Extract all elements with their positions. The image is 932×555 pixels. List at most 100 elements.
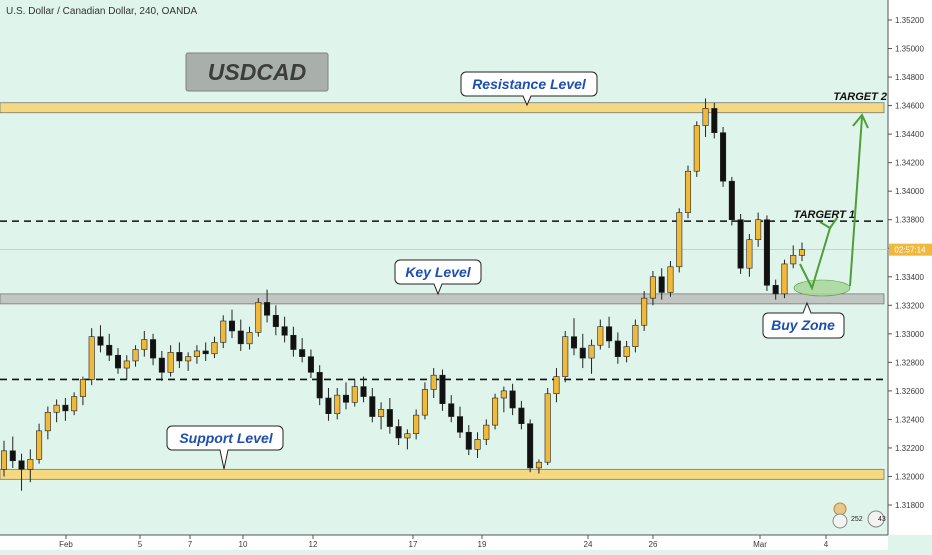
candle-body [728,180,735,221]
candle [237,319,244,351]
candle-body [150,339,157,359]
candle [53,399,60,423]
candle [141,330,148,357]
arrow-path-target1 [799,227,831,291]
candle [114,348,122,374]
candle-body [88,336,95,380]
candle [798,242,806,262]
time-axis[interactable] [0,535,888,550]
comments-icon[interactable] [867,510,885,528]
candle [562,330,569,383]
time-tick-label: 24 [584,540,593,549]
candle-body [614,340,621,357]
candle [641,291,648,331]
price-axis[interactable] [888,0,932,535]
candle-body [395,426,402,439]
price-tick-label: 1.34000 [895,187,924,196]
candle [614,332,621,364]
candle [176,342,183,369]
candle-body [483,424,490,440]
candle-body [439,374,446,405]
candle [228,309,236,339]
candle-body [597,326,604,346]
candle [421,382,428,420]
candle-body [632,324,639,347]
candle [290,326,297,357]
price-tick-label: 1.34600 [895,102,924,111]
candle [325,388,332,421]
candle-body [237,330,244,345]
candle [720,126,727,187]
candle [413,409,420,440]
candle-body [176,352,183,362]
arrow-path-target2 [849,116,863,287]
candle-body [228,320,236,332]
candle-body [456,416,464,433]
candle-body [570,336,578,349]
candle [579,333,586,369]
candle-body [290,334,297,350]
candle [0,440,8,477]
candle [623,340,630,363]
user-avatar-icon[interactable] [832,513,848,529]
buy-zone-callout-label: Buy Zone [771,317,835,333]
title-box: USDCAD [185,52,329,92]
candle-body [255,302,262,333]
candle [535,459,542,474]
candle-body [264,302,271,316]
social-badges[interactable]: 252 43 [832,502,886,529]
candle [597,319,604,350]
current-price-countdown: 02:57:14 [894,246,926,255]
candle [500,386,507,413]
candle [439,369,446,411]
candle [167,345,174,377]
candle-body [518,407,525,424]
candle-body [211,342,218,355]
candle-body [114,354,122,369]
candle-body [202,350,209,355]
support-callout-label: Support Level [179,430,273,446]
candle-body [18,460,25,470]
candle [18,453,25,491]
candle-body [62,404,69,412]
time-tick-label: 12 [309,540,318,549]
candle-body [342,394,350,403]
key-level-zone [0,293,885,305]
candle-layer [0,98,806,491]
candle [728,176,735,226]
candle-body [667,266,674,293]
candle-body [53,404,60,413]
candle [9,436,16,468]
candle [755,212,762,247]
price-tick-label: 1.35000 [895,45,924,54]
candle-body [421,389,428,416]
time-tick-label: 19 [478,540,487,549]
candle-body [141,339,148,350]
candle-body [763,219,770,286]
candle [202,342,209,361]
key-level-callout: Key Level [394,259,482,296]
resistance-callout: Resistance Level [460,71,598,107]
candle-body [755,219,762,240]
price-tick-label: 1.31800 [895,501,924,510]
price-tick-label: 1.33400 [895,273,924,282]
resistance-callout-label: Resistance Level [472,76,587,92]
candle [693,121,700,177]
target1-label: TARGERT 1 [794,209,855,221]
candle-body [193,350,200,357]
candle-body [465,431,472,450]
likes-icon[interactable] [833,502,847,516]
candle-body [553,376,560,395]
price-tick-label: 1.32600 [895,387,924,396]
candle-body [500,390,507,399]
candle-body [676,212,683,268]
candle [772,279,779,300]
candle-body [404,433,411,439]
key-level-callout-label: Key Level [405,264,471,280]
support-zone [0,468,885,480]
candle-body [272,314,279,327]
price-tick-label: 1.33000 [895,330,924,339]
price-tick-label: 1.32800 [895,358,924,367]
